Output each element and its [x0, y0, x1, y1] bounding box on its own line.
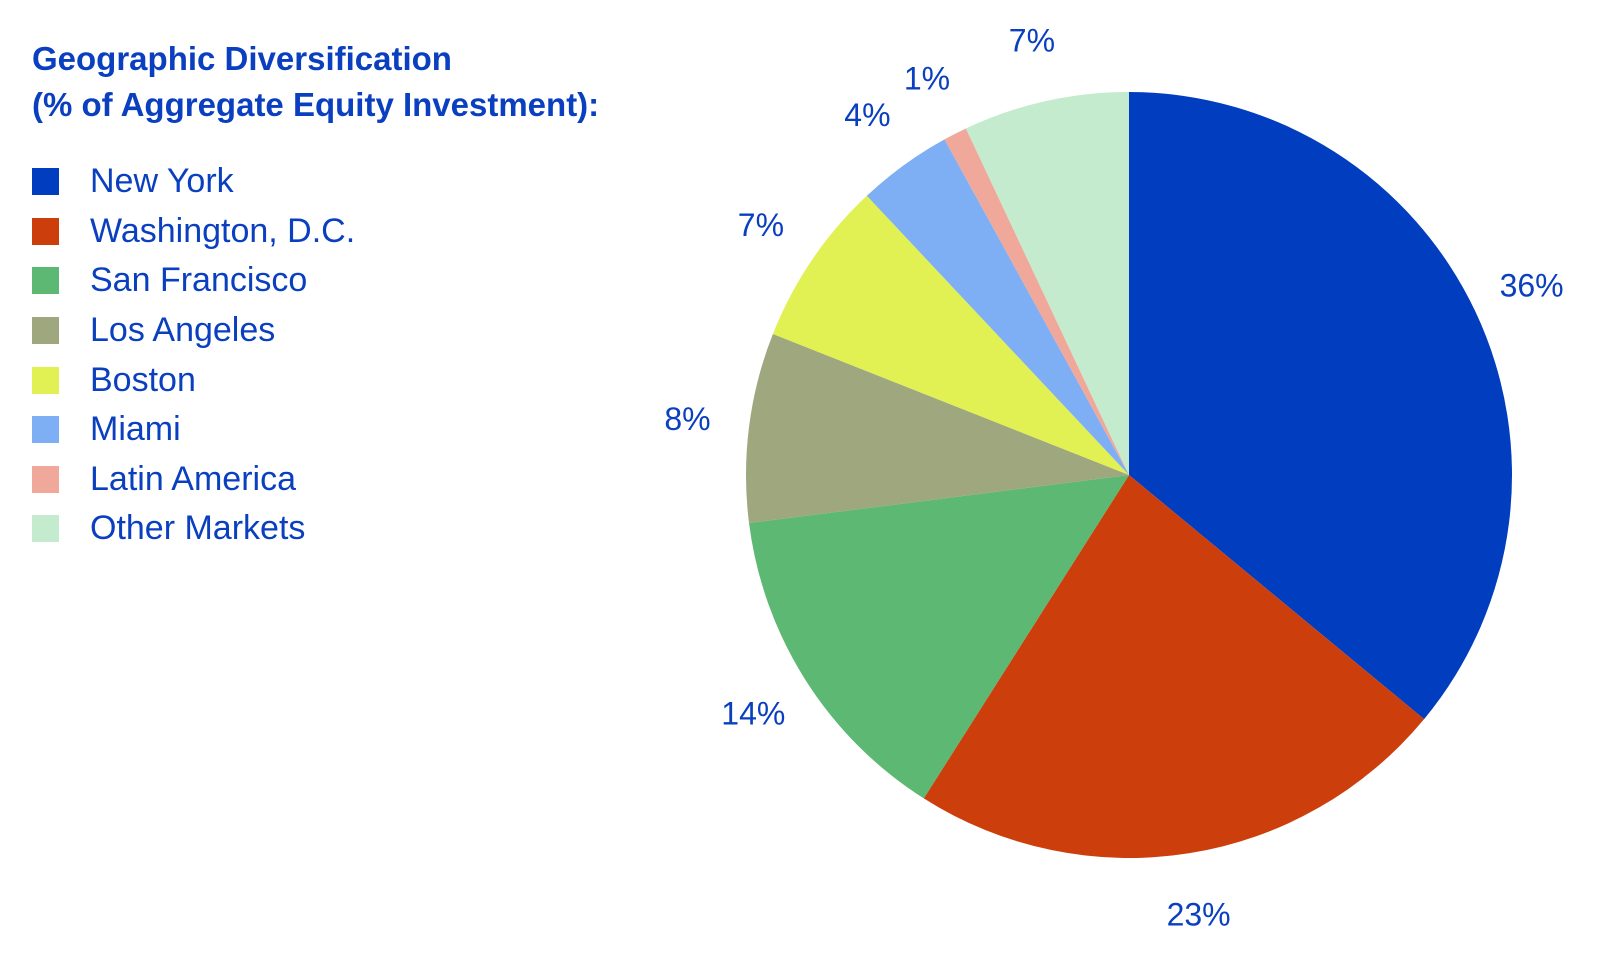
slice-value-label-miami: 4%	[844, 97, 890, 133]
pie-slice-los-angeles	[746, 334, 1129, 523]
chart-title-line-1: Geographic Diversification	[32, 40, 452, 77]
slice-value-label-other-markets: 7%	[1009, 23, 1055, 59]
legend-label: New York	[90, 162, 234, 201]
legend-swatch	[32, 515, 59, 543]
legend-swatch	[32, 317, 59, 345]
pie-slice-boston	[772, 195, 1129, 475]
chart-title: Geographic Diversification (% of Aggrega…	[32, 36, 599, 128]
legend-item-miami: Miami	[32, 405, 355, 455]
chart-title-line-2: (% of Aggregate Equity Investment):	[32, 86, 600, 123]
slice-value-label-washington-d-c: 23%	[1167, 897, 1231, 933]
legend-item-latin-america: Latin America	[32, 455, 355, 505]
legend-swatch	[32, 416, 59, 444]
legend: New York Washington, D.C. San Francisco Los…	[32, 157, 355, 554]
pie-slice-new-york	[1129, 92, 1513, 720]
pie-slice-latin-america	[944, 128, 1129, 475]
legend-swatch	[32, 366, 59, 394]
pie-slice-san-francisco	[749, 475, 1129, 799]
legend-label: Los Angeles	[90, 311, 276, 350]
legend-label: Boston	[90, 360, 196, 399]
slice-value-label-los-angeles: 8%	[664, 401, 710, 437]
legend-item-new-york: New York	[32, 157, 355, 207]
legend-swatch	[32, 465, 59, 493]
legend-label: San Francisco	[90, 261, 308, 300]
pie-slice-washington-d-c	[923, 475, 1425, 859]
slice-value-label-latin-america: 1%	[904, 61, 950, 97]
pie-slice-labels: 36% 23% 14% 8% 7% 4% 1% 7%	[664, 23, 1563, 933]
legend-swatch	[32, 267, 59, 295]
legend-swatch	[32, 168, 59, 196]
legend-swatch	[32, 217, 59, 245]
legend-item-washington-d-c: Washington, D.C.	[32, 207, 355, 257]
legend-label: Latin America	[90, 459, 296, 498]
legend-item-boston: Boston	[32, 355, 355, 405]
pie-slices	[746, 92, 1513, 859]
legend-item-san-francisco: San Francisco	[32, 256, 355, 306]
slice-value-label-new-york: 36%	[1500, 268, 1564, 304]
legend-label: Miami	[90, 410, 181, 449]
slice-value-label-san-francisco: 14%	[721, 695, 785, 731]
pie-slice-miami	[866, 139, 1129, 475]
slice-value-label-boston: 7%	[738, 207, 784, 243]
pie-slice-other-markets	[965, 92, 1129, 475]
legend-item-other-markets: Other Markets	[32, 504, 355, 554]
legend-label: Other Markets	[90, 509, 306, 548]
legend-label: Washington, D.C.	[90, 211, 356, 250]
legend-item-los-angeles: Los Angeles	[32, 306, 355, 356]
